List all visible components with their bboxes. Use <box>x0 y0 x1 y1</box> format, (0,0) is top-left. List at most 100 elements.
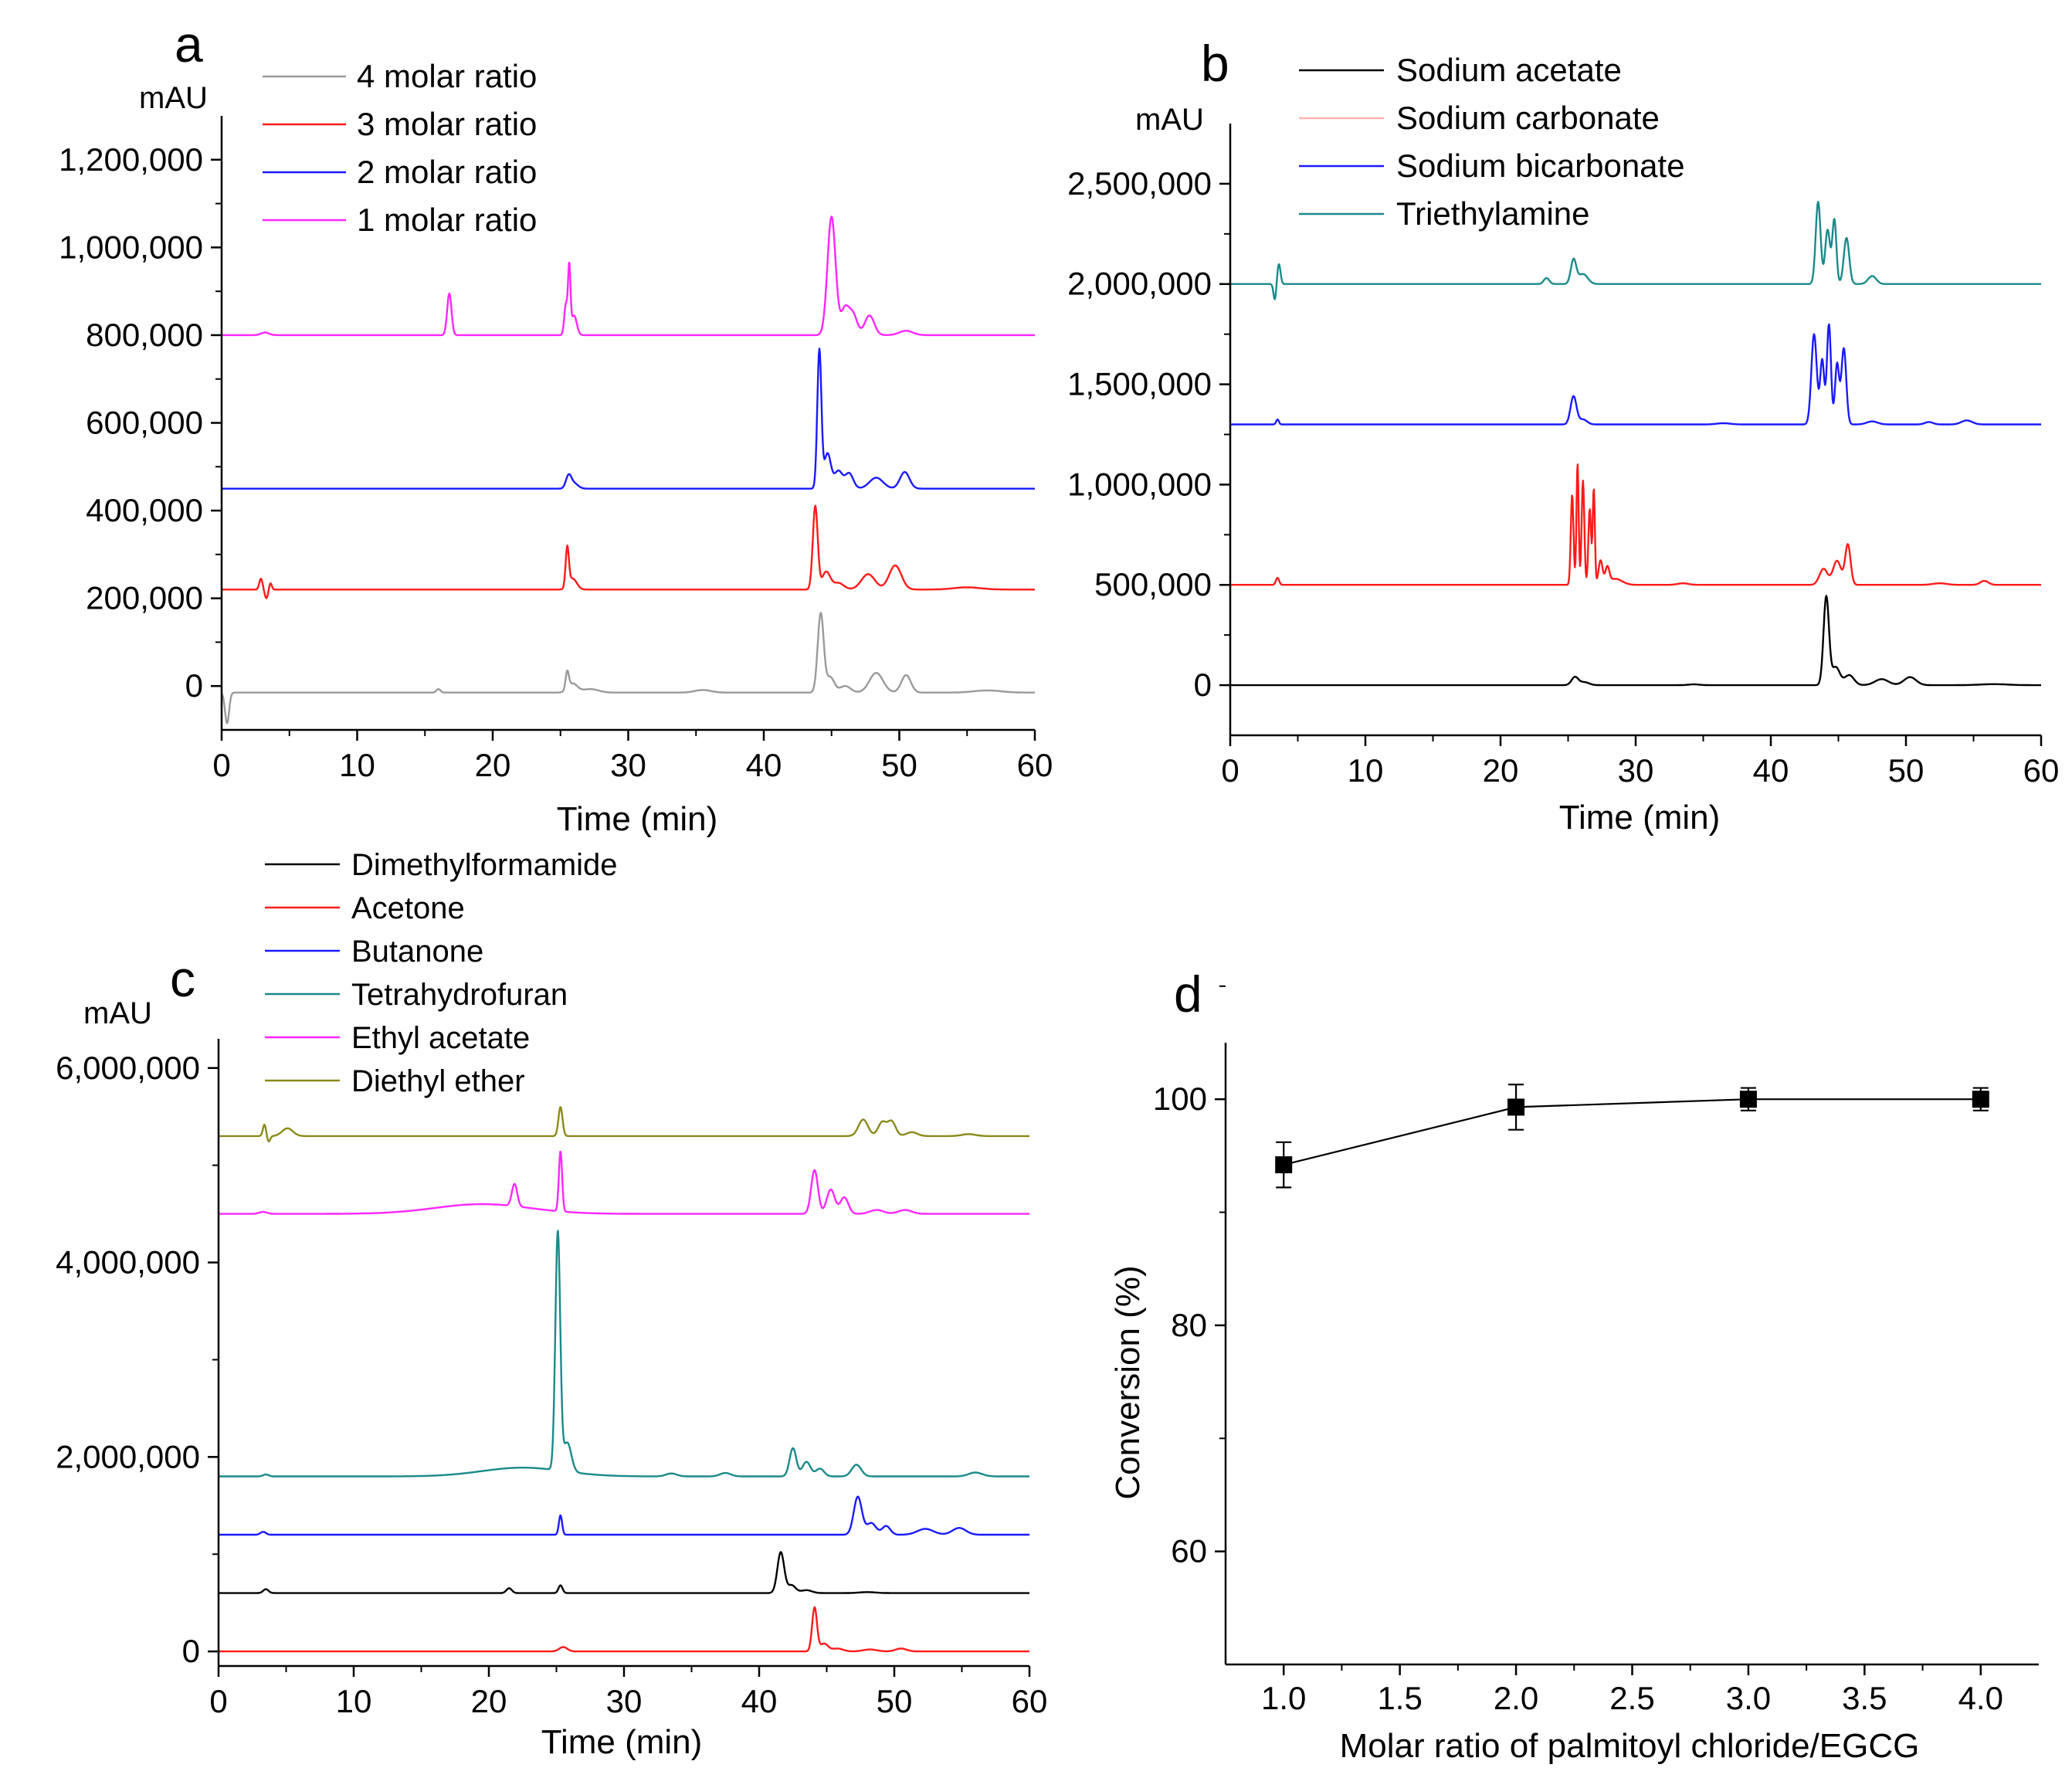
panel-c-legend-label-4: Ethyl acetate <box>351 1021 530 1055</box>
panel-c-legend-label-1: Acetone <box>351 891 465 925</box>
panel-a-legend-label-0: 4 molar ratio <box>357 58 537 94</box>
panel-a-series-line-2 <box>221 348 1036 490</box>
panel-d-letter: d <box>1174 965 1202 1023</box>
panel-c-series-line-1 <box>218 1606 1030 1653</box>
panel-c-series-line-2 <box>218 1495 1030 1536</box>
panel-d-series <box>1275 1084 1989 1189</box>
panel-b-y-tick-label-4: 2,000,000 <box>1067 266 1212 302</box>
panel-b-x-tick-label-4: 40 <box>1753 752 1789 789</box>
panel-a-legend-label-2: 2 molar ratio <box>357 154 537 190</box>
panel-a-y-tick-label-6: 1,200,000 <box>59 141 203 178</box>
panel-c-x-tick-label-3: 30 <box>606 1683 643 1719</box>
panel-d-y-tick-label-2: 100 <box>1153 1081 1207 1117</box>
panel-c-y-unit: mAU <box>83 996 152 1030</box>
panel-d-data-point-0 <box>1275 1156 1293 1174</box>
panel-a-y-tick-label-5: 1,000,000 <box>59 229 203 265</box>
panel-a-y-tick-label-3: 600,000 <box>86 405 203 441</box>
panel-b-x-tick-label-1: 10 <box>1348 752 1384 789</box>
panel-c-series-line-5 <box>218 1106 1030 1143</box>
panel-b-x-tick-label-3: 30 <box>1618 752 1654 789</box>
panel-a-x-tick-label-6: 60 <box>1017 747 1053 783</box>
panel-d-y-title: Conversion (%) <box>1109 1265 1147 1499</box>
panel-b-legend-label-2: Sodium bicarbonate <box>1396 148 1685 184</box>
panel-b-x-tick-label-5: 50 <box>1888 752 1924 789</box>
panel-d-data-point-1 <box>1507 1098 1525 1116</box>
panel-a-x-tick-label-5: 50 <box>881 747 917 783</box>
panel-a-legend: 4 molar ratio 3 molar ratio 2 molar rati… <box>263 58 537 238</box>
panel-c-legend-label-3: Tetrahydrofuran <box>351 978 568 1012</box>
panel-d-x-tick-label-6: 4.0 <box>1958 1680 2003 1716</box>
panel-d-series-line <box>1283 1098 1981 1166</box>
panel-a-y-tick-label-2: 400,000 <box>86 492 203 528</box>
panel-d-x-title: Molar ratio of palmitoyl chloride/EGCG <box>1340 1727 1920 1765</box>
panel-c-legend-label-0: Dimethylformamide <box>351 848 618 882</box>
panel-b-x-tick-label-2: 20 <box>1483 752 1519 789</box>
panel-c-letter: c <box>170 950 195 1007</box>
panel-a-y-tick-label-4: 800,000 <box>86 317 203 353</box>
panel-c-series-line-0 <box>218 1551 1030 1594</box>
panel-d-data-point-2 <box>1739 1091 1757 1108</box>
panel-c-series-line-4 <box>218 1150 1030 1215</box>
panel-c-axes: 0 10 20 30 40 50 60 0 2,000,000 4,000,000 6,000,00… <box>56 1039 1047 1719</box>
panel-a-series-line-3 <box>221 215 1036 337</box>
panel-a-legend-label-1: 3 molar ratio <box>357 106 537 142</box>
panel-c-legend-label-2: Butanone <box>351 935 483 969</box>
panel-b-y-tick-label-0: 0 <box>1194 667 1212 703</box>
panel-b-series-line-3 <box>1229 201 2042 300</box>
panel-c-x-tick-label-2: 20 <box>471 1683 507 1719</box>
panel-d-y-tick-label-0: 60 <box>1171 1533 1207 1569</box>
panel-b-legend-label-0: Sodium acetate <box>1396 52 1622 88</box>
panel-a-x-tick-label-1: 10 <box>339 747 375 783</box>
panel-d-x-tick-label-4: 3.0 <box>1726 1680 1771 1716</box>
panel-d-axes: 1.0 1.5 2.0 2.5 3.0 3.5 4.0 60 80 100 <box>1153 985 2039 1716</box>
panel-a-x-tick-label-3: 30 <box>610 747 646 783</box>
panel-b-y-unit: mAU <box>1135 103 1204 137</box>
panel-c-y-tick-label-1: 2,000,000 <box>56 1438 200 1474</box>
panel-a-letter: a <box>175 15 203 73</box>
panel-a-chart: a mAU Time (min) 0 10 20 30 40 50 60 0 200,000 40… <box>59 15 1053 838</box>
panel-b-series-line-4 <box>1229 463 2042 586</box>
panel-b-x-tick-label-6: 60 <box>2023 752 2060 789</box>
panel-c-y-tick-label-3: 6,000,000 <box>56 1050 200 1086</box>
panel-c-x-tick-label-6: 60 <box>1012 1683 1048 1719</box>
panel-d-x-tick-label-0: 1.0 <box>1261 1680 1306 1716</box>
panel-b-axes: 0 10 20 30 40 50 60 0 500,000 1,000,000 1,500,000 2… <box>1067 124 2059 789</box>
panel-a-y-unit: mAU <box>139 81 208 115</box>
panel-c-series-line-3 <box>218 1230 1030 1478</box>
panel-c-series <box>218 1106 1030 1653</box>
panel-c-y-tick-label-0: 0 <box>182 1633 200 1669</box>
panel-a-y-tick-label-1: 200,000 <box>86 580 203 616</box>
panel-a-series <box>221 215 1036 724</box>
panel-b-series-line-0 <box>1229 595 2042 687</box>
panel-b-y-tick-label-2: 1,000,000 <box>1067 466 1212 502</box>
panel-c-y-tick-label-2: 4,000,000 <box>56 1244 200 1281</box>
panel-a-axes: 0 10 20 30 40 50 60 0 200,000 400,000 600,000 800,0… <box>59 116 1053 783</box>
panel-c-x-tick-label-5: 50 <box>877 1683 913 1719</box>
panel-d-data-point-3 <box>1972 1091 1989 1108</box>
panel-b-y-tick-label-1: 500,000 <box>1094 566 1212 602</box>
panel-c-x-tick-label-0: 0 <box>209 1683 227 1719</box>
panel-c-chart: c mAU Time (min) 0 10 20 30 40 50 60 0 2,000,000… <box>56 848 1047 1761</box>
panel-b-x-title: Time (min) <box>1559 799 1721 836</box>
panel-b-chart: b mAU Time (min) 0 10 20 30 40 50 60 0 500,000 1,… <box>1067 35 2059 836</box>
panel-a-series-line-1 <box>221 504 1036 599</box>
panel-b-legend-label-3: Triethylamine <box>1396 195 1590 232</box>
panel-c-x-title: Time (min) <box>541 1723 703 1761</box>
panel-c-legend: Dimethylformamide Acetone Butanone Tetra… <box>265 848 618 1098</box>
panel-a-x-tick-label-4: 40 <box>746 747 782 783</box>
panel-c-x-tick-label-4: 40 <box>741 1683 778 1719</box>
panel-b-series <box>1229 201 2042 687</box>
panel-d-x-tick-label-3: 2.5 <box>1609 1680 1654 1716</box>
panel-c-x-tick-label-1: 10 <box>336 1683 372 1719</box>
panel-c-legend-label-5: Diethyl ether <box>351 1064 525 1098</box>
panel-a-x-tick-label-0: 0 <box>212 747 230 783</box>
panel-b-legend-label-1: Sodium carbonate <box>1396 100 1660 136</box>
panel-a-legend-label-3: 1 molar ratio <box>357 202 537 238</box>
panel-a-series-line-0 <box>221 612 1036 724</box>
panel-b-series-line-2 <box>1229 323 2042 426</box>
panel-b-x-tick-label-0: 0 <box>1221 752 1239 789</box>
panel-a-x-tick-label-2: 20 <box>475 747 511 783</box>
panel-a-y-tick-label-0: 0 <box>185 667 203 704</box>
